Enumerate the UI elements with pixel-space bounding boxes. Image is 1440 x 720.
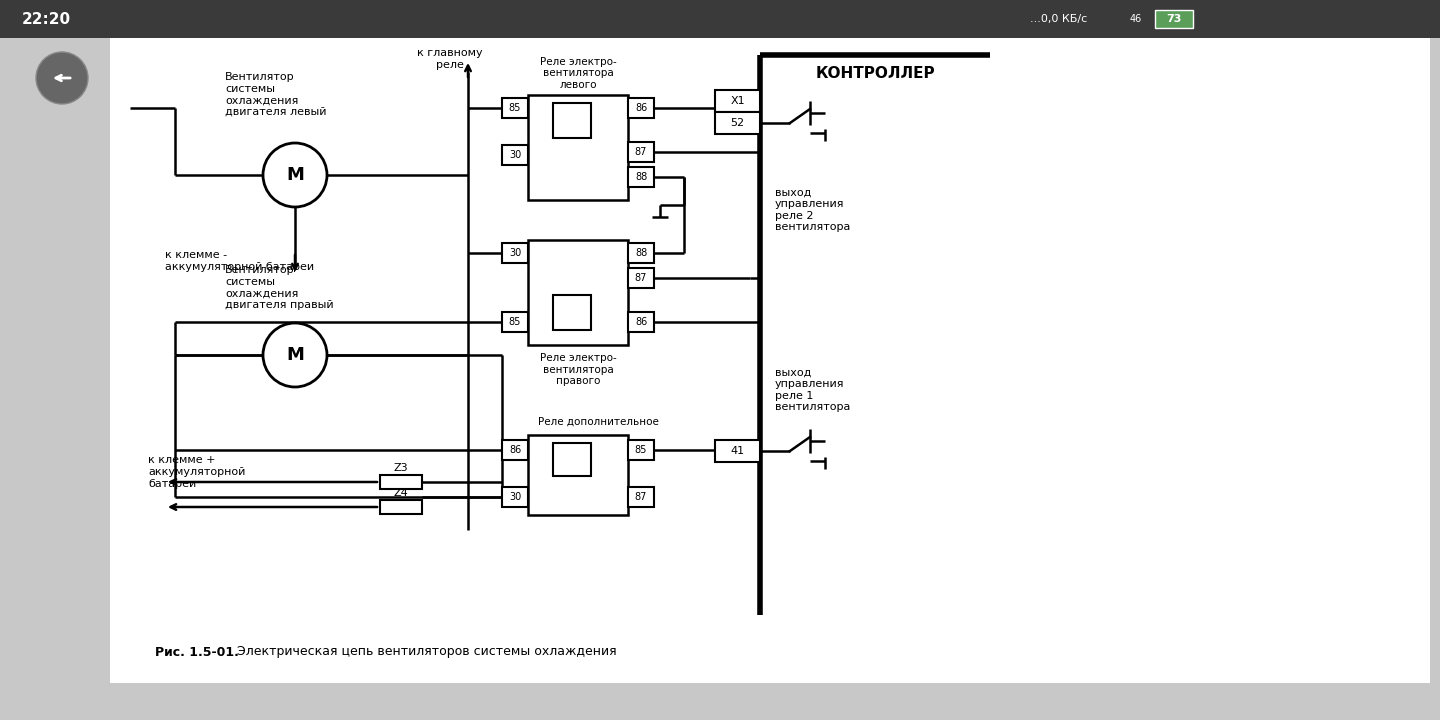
Text: 85: 85 xyxy=(508,103,521,113)
Text: 52: 52 xyxy=(730,118,744,128)
Text: 88: 88 xyxy=(635,248,647,258)
Bar xyxy=(503,487,528,507)
Bar xyxy=(380,475,422,489)
Bar xyxy=(716,90,760,112)
Text: Реле электро-
вентилятора
правого: Реле электро- вентилятора правого xyxy=(540,353,616,386)
Text: Электрическая цепь вентиляторов системы охлаждения: Электрическая цепь вентиляторов системы … xyxy=(238,646,616,659)
Text: 86: 86 xyxy=(635,103,647,113)
Text: X1: X1 xyxy=(730,96,744,106)
Text: 22:20: 22:20 xyxy=(22,12,71,27)
Text: Z3: Z3 xyxy=(393,463,409,473)
Text: 46: 46 xyxy=(1130,14,1142,24)
Text: 88: 88 xyxy=(635,172,647,182)
Text: Вентилятор
системы
охлаждения
двигателя левый: Вентилятор системы охлаждения двигателя … xyxy=(225,72,327,117)
Bar xyxy=(1155,10,1192,28)
Text: Z4: Z4 xyxy=(393,488,409,498)
Text: М: М xyxy=(287,166,304,184)
Bar xyxy=(380,500,422,514)
Circle shape xyxy=(264,323,327,387)
Bar xyxy=(628,243,654,263)
Text: 87: 87 xyxy=(635,492,647,502)
Text: к главному
реле: к главному реле xyxy=(418,48,482,70)
Text: 73: 73 xyxy=(1166,14,1182,24)
Text: ...0,0 КБ/с: ...0,0 КБ/с xyxy=(1030,14,1087,24)
Bar xyxy=(716,440,760,462)
Text: выход
управления
реле 2
вентилятора: выход управления реле 2 вентилятора xyxy=(775,188,851,233)
Text: Вентилятор
системы
охлаждения
двигателя правый: Вентилятор системы охлаждения двигателя … xyxy=(225,265,334,310)
Text: 86: 86 xyxy=(635,317,647,327)
Bar xyxy=(628,167,654,187)
Text: 85: 85 xyxy=(635,445,647,455)
Bar xyxy=(553,295,590,330)
Bar xyxy=(553,443,590,476)
Text: 30: 30 xyxy=(508,248,521,258)
Text: 85: 85 xyxy=(508,317,521,327)
Bar xyxy=(503,98,528,118)
Text: М: М xyxy=(287,346,304,364)
Text: к клемме +
аккумуляторной
батареи: к клемме + аккумуляторной батареи xyxy=(148,455,245,489)
Text: 87: 87 xyxy=(635,147,647,157)
Bar xyxy=(716,112,760,134)
Text: Реле электро-
вентилятора
левого: Реле электро- вентилятора левого xyxy=(540,57,616,90)
Bar xyxy=(628,312,654,332)
Text: 30: 30 xyxy=(508,150,521,160)
Bar xyxy=(628,487,654,507)
Circle shape xyxy=(36,52,88,104)
Bar xyxy=(503,312,528,332)
Bar xyxy=(628,98,654,118)
Bar xyxy=(503,145,528,165)
Bar xyxy=(0,0,1440,38)
Bar xyxy=(503,440,528,460)
Bar xyxy=(528,95,628,200)
Text: Реле дополнительное: Реле дополнительное xyxy=(537,417,658,427)
Bar xyxy=(503,243,528,263)
Text: 41: 41 xyxy=(730,446,744,456)
Text: 86: 86 xyxy=(508,445,521,455)
Bar xyxy=(628,440,654,460)
Bar xyxy=(109,38,1430,683)
Text: КОНТРОЛЛЕР: КОНТРОЛЛЕР xyxy=(815,66,935,81)
Bar xyxy=(528,435,628,515)
Text: 87: 87 xyxy=(635,273,647,283)
Text: 30: 30 xyxy=(508,492,521,502)
Text: Рис. 1.5-01.: Рис. 1.5-01. xyxy=(156,646,239,659)
Bar xyxy=(553,103,590,138)
Bar xyxy=(528,240,628,345)
Circle shape xyxy=(264,143,327,207)
Bar xyxy=(628,268,654,288)
Text: к клемме -
аккумуляторной батареи: к клемме - аккумуляторной батареи xyxy=(166,250,314,271)
Text: выход
управления
реле 1
вентилятора: выход управления реле 1 вентилятора xyxy=(775,368,851,413)
Bar xyxy=(628,142,654,162)
